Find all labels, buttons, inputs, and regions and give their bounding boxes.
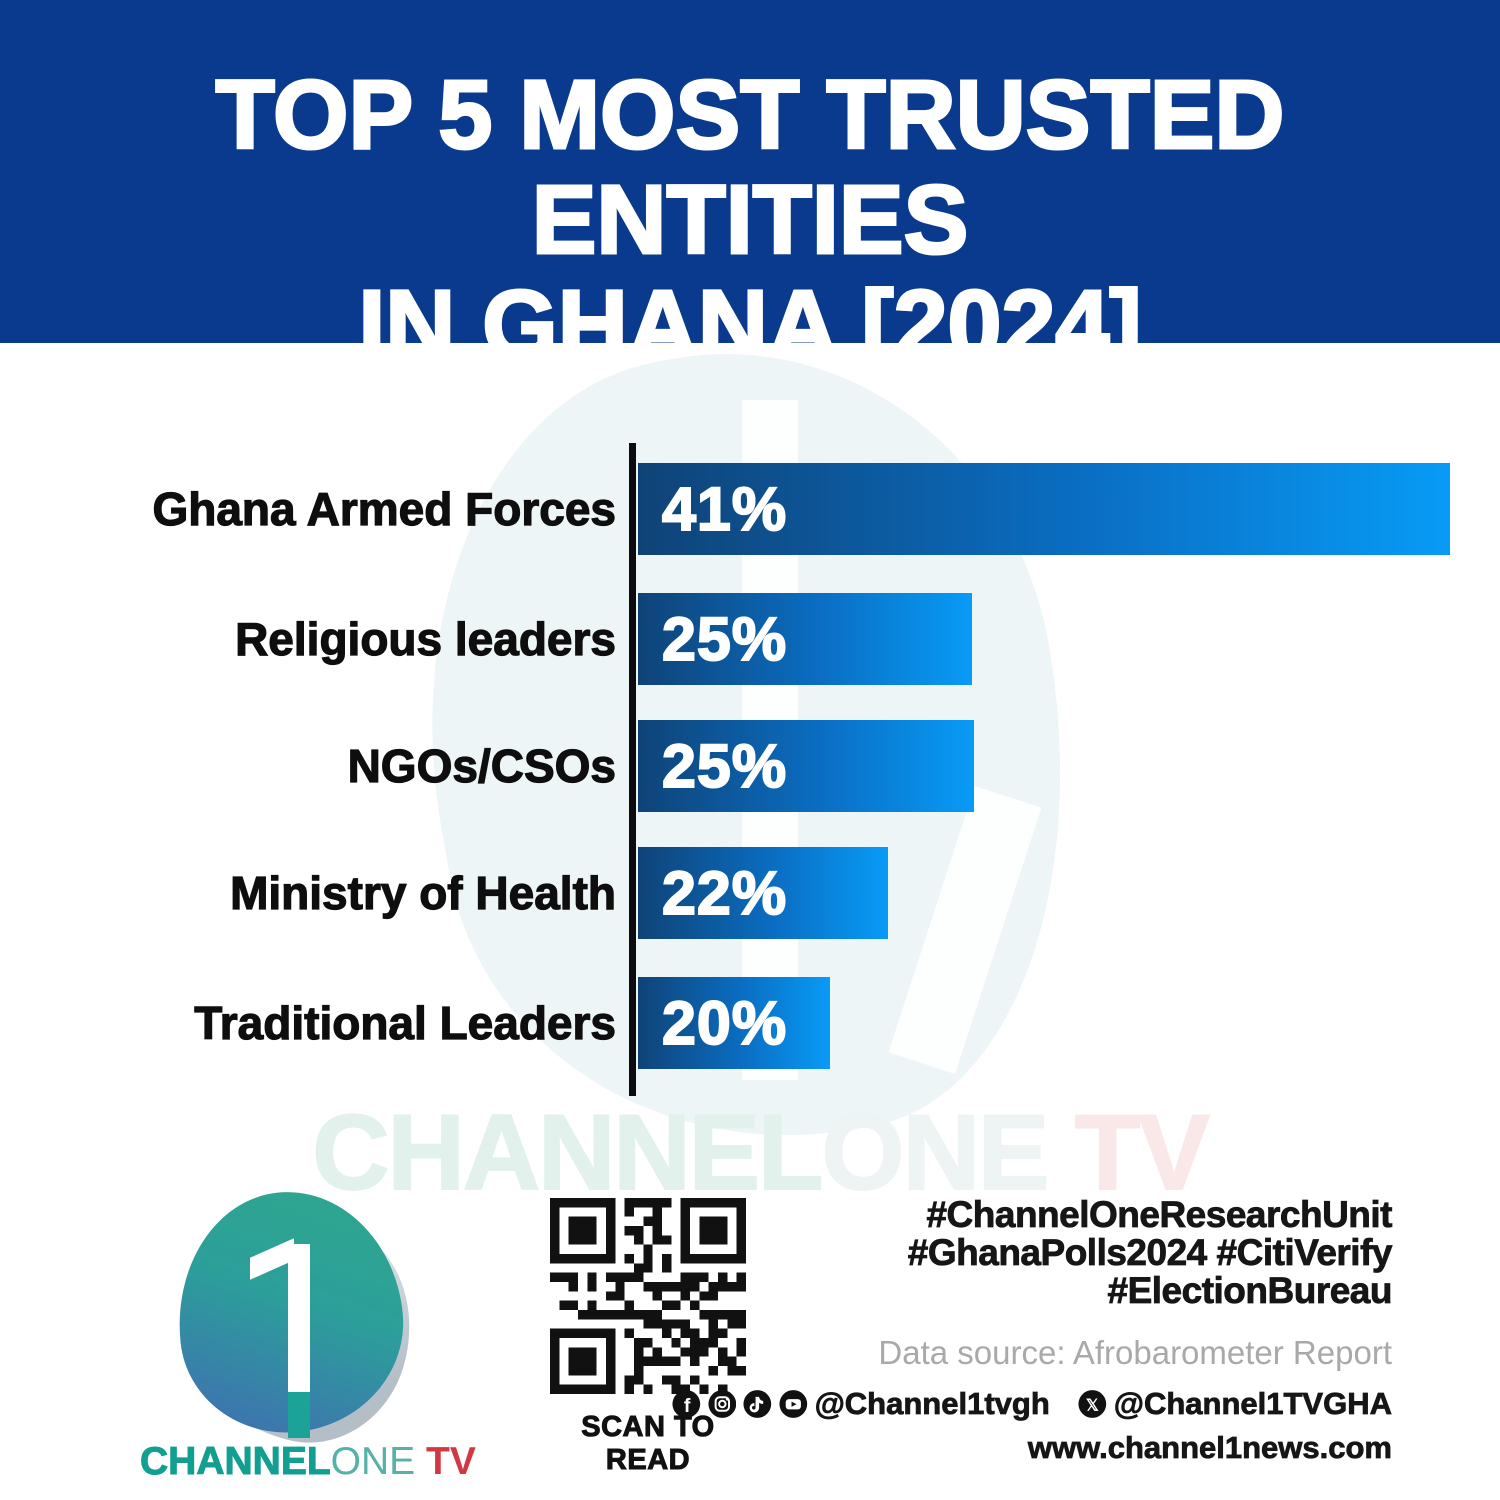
bar-category-label: Religious leaders <box>234 612 616 665</box>
bar-value-label: 41% <box>661 474 788 544</box>
qr-code <box>550 1198 746 1394</box>
social-handle-main: @Channel1tvgh <box>814 1386 1050 1422</box>
hashtag-line-1: #ChannelOneResearchUnit <box>926 1194 1393 1235</box>
footer-right-block: #ChannelOneResearchUnit #GhanaPolls2024 … <box>672 1194 1393 1466</box>
header-band: TOP 5 MOST TRUSTED ENTITIES IN GHANA [20… <box>0 0 1500 379</box>
bar-5: 20% <box>638 977 830 1069</box>
tiktok-icon <box>743 1390 772 1418</box>
watermark-text: CHANNELONE TV <box>0 1090 1500 1214</box>
bar-value-label: 25% <box>661 604 788 674</box>
x-icon: 𝕏 <box>1078 1390 1107 1418</box>
wordmark-tv: TV <box>415 1440 476 1483</box>
channel-one-logo: CHANNELONE TV <box>140 1180 476 1492</box>
svg-text:f: f <box>684 1395 691 1417</box>
bar-2: 25% <box>638 593 972 685</box>
youtube-icon <box>779 1390 808 1418</box>
bar-1: 41% <box>638 463 1450 555</box>
bar-3: 25% <box>638 720 974 812</box>
logo-one-stem <box>288 1244 310 1394</box>
bar-category-label: Ministry of Health <box>229 866 616 919</box>
facebook-icon: f <box>672 1390 701 1418</box>
svg-text:𝕏: 𝕏 <box>1086 1396 1099 1414</box>
logo-one-tail <box>288 1392 310 1438</box>
bar-value-label: 25% <box>661 731 788 801</box>
qr-block: SCAN TO READ <box>536 1198 760 1477</box>
watermark-channel: CHANNEL <box>311 1091 824 1213</box>
wordmark-channel: CHANNEL <box>140 1440 332 1484</box>
data-source-note: Data source: Afrobarometer Report <box>878 1334 1392 1371</box>
watermark-one: ONE <box>820 1091 1050 1213</box>
social-handle-x: @Channel1TVGHA <box>1113 1386 1392 1422</box>
hashtag-line-3: #ElectionBureau <box>1107 1270 1393 1311</box>
bar-category-label: Ghana Armed Forces <box>152 482 617 535</box>
page-title: TOP 5 MOST TRUSTED ENTITIES IN GHANA [20… <box>0 60 1500 379</box>
bar-value-label: 20% <box>661 988 788 1058</box>
bar-value-label: 22% <box>661 858 788 928</box>
logo-wordmark: CHANNELONE TV <box>140 1440 476 1484</box>
watermark-tv: TV <box>1047 1091 1211 1213</box>
wordmark-one: ONE <box>330 1440 416 1483</box>
social-row: f @Channel1tvgh 𝕏 @ <box>672 1386 1392 1422</box>
bar-category-label: Traditional Leaders <box>194 996 617 1049</box>
instagram-icon <box>708 1390 736 1418</box>
bar-category-label: NGOs/CSOs <box>347 739 617 792</box>
chart-axis-line <box>629 443 636 1096</box>
hashtag-line-2: #GhanaPolls2024 #CitiVerify <box>907 1232 1393 1273</box>
website-url: www.channel1news.com <box>1027 1430 1393 1466</box>
bar-4: 22% <box>638 847 888 939</box>
title-line-1: TOP 5 MOST TRUSTED ENTITIES <box>214 60 1286 274</box>
